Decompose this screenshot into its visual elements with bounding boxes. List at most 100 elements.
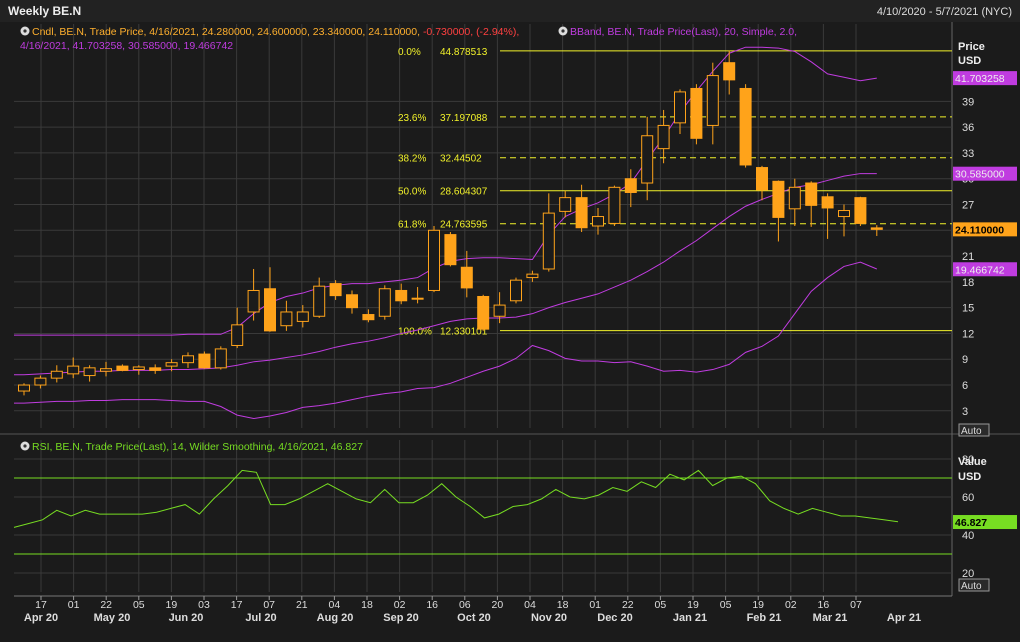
candle-body	[575, 197, 588, 229]
price-auto-button[interactable]	[958, 423, 990, 437]
x-tick-label: 05	[720, 599, 732, 611]
price-tick-label: 3	[962, 406, 968, 418]
candle-body	[329, 283, 342, 297]
candle-body	[198, 353, 211, 369]
lower-band-badge: 19.466742	[955, 264, 1005, 276]
candle	[83, 365, 96, 382]
x-month-label: Aug 20	[317, 612, 354, 624]
candle	[739, 84, 752, 168]
candle-body	[264, 288, 276, 332]
fib-level-value: 12.330101	[440, 327, 488, 338]
x-month-label: Feb 21	[747, 612, 782, 624]
candle	[477, 294, 490, 331]
candle-body	[231, 324, 244, 346]
candle	[182, 352, 194, 368]
x-tick-label: 05	[133, 599, 145, 611]
price-tick-label: 39	[962, 96, 974, 108]
x-month-label: Oct 20	[457, 612, 491, 624]
rsi-legend: RSI, BE.N, Trade Price(Last), 14, Wilder…	[32, 441, 363, 453]
candle	[346, 290, 358, 314]
candle	[788, 178, 801, 226]
candle-body	[510, 279, 522, 302]
candle	[264, 267, 276, 332]
x-tick-label: 03	[198, 599, 210, 611]
candle-body	[756, 167, 768, 191]
candle-body	[165, 362, 178, 367]
x-month-label: Apr 21	[887, 612, 921, 624]
candle-body	[67, 365, 80, 375]
rsi-value-badge-bg	[953, 515, 1017, 530]
rsi-panel	[14, 440, 952, 592]
fib-level-value: 24.763595	[440, 220, 488, 231]
fib-level-percent: 23.6%	[398, 113, 426, 124]
candle-body	[559, 197, 572, 212]
x-tick-label: 22	[622, 599, 634, 611]
fib-level-percent: 61.8%	[398, 220, 426, 231]
x-month-label: Mar 21	[813, 612, 848, 624]
candle-body	[608, 186, 621, 224]
price-tick-label: 12	[962, 328, 974, 340]
price-tick-label: 27	[962, 200, 974, 212]
bband-legend: BBand, BE.N, Trade Price(Last), 20, Simp…	[570, 26, 797, 38]
candle-body	[18, 384, 30, 392]
candle-body	[624, 178, 637, 193]
rsi-tick-label: 80	[962, 454, 974, 466]
x-tick-label: 04	[524, 599, 536, 611]
candle	[395, 283, 408, 305]
candle	[280, 300, 293, 331]
candle	[674, 89, 686, 135]
candle	[362, 309, 375, 323]
fib-level-value: 37.197088	[440, 113, 488, 124]
candle	[165, 359, 178, 372]
rsi-auto-button-label: Auto	[961, 581, 982, 592]
rsi-auto-button[interactable]	[958, 578, 990, 592]
candle-body	[641, 135, 654, 184]
x-tick-label: 19	[166, 599, 178, 611]
x-tick-label: 19	[752, 599, 764, 611]
candle	[100, 361, 112, 377]
candle	[772, 180, 785, 242]
x-tick-label: 20	[492, 599, 504, 611]
candle	[510, 277, 522, 304]
x-month-label: Dec 20	[597, 612, 632, 624]
candle	[641, 116, 654, 201]
rsi-axis-title: Value	[958, 456, 987, 468]
candle-legend: Cndl, BE.N, Trade Price, 4/16/2021, 24.2…	[32, 26, 519, 38]
candle-body	[592, 216, 604, 227]
bband-settings-icon-hub	[561, 29, 565, 33]
candle-body	[460, 266, 473, 289]
candle	[198, 351, 211, 369]
x-tick-label: 05	[655, 599, 667, 611]
x-month-label: Jul 20	[245, 612, 276, 624]
x-tick-label: 17	[231, 599, 243, 611]
x-tick-label: 17	[35, 599, 47, 611]
candle	[624, 169, 637, 208]
x-tick-label: 04	[329, 599, 341, 611]
last-price-badge-bg	[953, 222, 1017, 237]
candle	[723, 50, 736, 95]
x-tick-label: 01	[68, 599, 80, 611]
upper-band-badge-bg	[953, 71, 1017, 86]
candle	[34, 375, 47, 389]
candle	[690, 84, 703, 145]
middle-band-badge: 30.585000	[955, 169, 1005, 181]
candle	[805, 181, 818, 227]
x-tick-label: 07	[263, 599, 275, 611]
candle	[559, 190, 572, 218]
candle-body	[428, 229, 440, 291]
x-tick-label: 07	[850, 599, 862, 611]
fib-level-percent: 100.0%	[398, 327, 432, 338]
candle-body	[542, 212, 555, 270]
candle-body	[821, 196, 834, 209]
candle	[838, 204, 850, 237]
candle	[247, 268, 260, 321]
candle	[706, 62, 719, 145]
price-tick-label: 6	[962, 380, 968, 392]
fib-level-value: 32.44502	[440, 154, 482, 165]
window-title-bar	[0, 0, 1020, 22]
x-month-label: May 20	[94, 612, 131, 624]
x-tick-label: 01	[589, 599, 601, 611]
x-month-label: Jun 20	[169, 612, 204, 624]
candle	[231, 307, 244, 349]
candle-body	[280, 311, 293, 327]
